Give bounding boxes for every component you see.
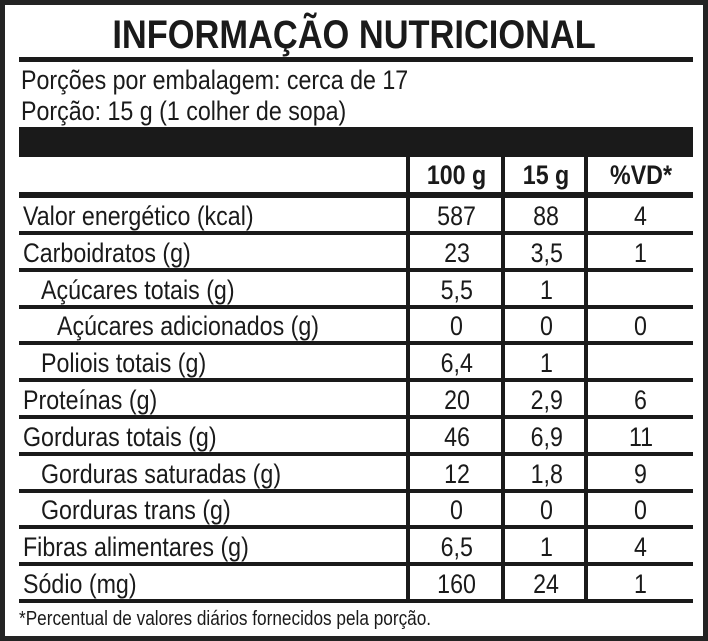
value-dv bbox=[589, 345, 693, 378]
value-dv: 0 bbox=[634, 495, 648, 526]
row-divider bbox=[19, 304, 693, 309]
value-portion: 1 bbox=[540, 348, 553, 379]
label-title: INFORMAÇÃO NUTRICIONAL bbox=[5, 11, 703, 59]
servings-per-package: Porções por embalagem: cerca de 17 bbox=[21, 65, 471, 95]
value-portion: 0 bbox=[540, 311, 553, 342]
nutrient-name: Gorduras trans (g) bbox=[41, 495, 231, 526]
row-divider bbox=[19, 267, 693, 272]
value-portion: 1 bbox=[540, 532, 553, 563]
title-text: INFORMAÇÃO NUTRICIONAL bbox=[112, 13, 596, 57]
table-row: Açúcares adicionados (g) 0 0 0 bbox=[19, 308, 693, 345]
footnote-text: *Percentual de valores diários fornecido… bbox=[19, 608, 432, 630]
value-100g: 46 bbox=[444, 421, 470, 452]
value-100g: 587 bbox=[437, 201, 477, 231]
table-row: Açúcares totais (g) 5,5 1 bbox=[19, 272, 693, 309]
divider bbox=[19, 57, 693, 62]
value-dv: 4 bbox=[634, 201, 648, 231]
value-portion: 3,5 bbox=[530, 237, 563, 268]
column-divider bbox=[406, 157, 410, 600]
value-100g: 6,5 bbox=[440, 532, 474, 563]
value-100g: 160 bbox=[437, 569, 477, 599]
row-divider bbox=[19, 488, 693, 493]
row-divider bbox=[19, 525, 693, 530]
footnote: *Percentual de valores diários fornecido… bbox=[19, 605, 498, 633]
value-100g: 23 bbox=[444, 237, 470, 268]
row-divider bbox=[19, 341, 693, 346]
row-divider bbox=[19, 599, 693, 603]
black-bar bbox=[19, 130, 693, 157]
value-dv: 1 bbox=[634, 569, 648, 599]
row-divider bbox=[19, 378, 693, 383]
table-row: Sódio (mg) 160 24 1 bbox=[19, 566, 693, 603]
table-row: Fibras alimentares (g) 6,5 1 4 bbox=[19, 529, 693, 566]
column-header-dv: %VD* bbox=[610, 160, 672, 190]
nutrient-name: Açúcares totais (g) bbox=[41, 274, 235, 305]
column-divider bbox=[501, 157, 505, 600]
table-row: Proteínas (g) 20 2,9 6 bbox=[19, 382, 693, 419]
value-100g: 12 bbox=[444, 458, 470, 489]
column-header-portion: 15 g bbox=[523, 160, 570, 190]
value-portion: 6,9 bbox=[530, 421, 563, 452]
table-row: Valor energético (kcal) 587 88 4 bbox=[19, 198, 693, 235]
row-divider bbox=[19, 415, 693, 419]
table-header-row: 100 g 15 g %VD* bbox=[19, 157, 693, 194]
divider bbox=[19, 192, 693, 198]
value-100g: 5,5 bbox=[440, 274, 474, 305]
nutrient-name: Fibras alimentares (g) bbox=[23, 532, 249, 563]
value-100g: 0 bbox=[450, 311, 464, 342]
value-dv: 9 bbox=[634, 458, 648, 489]
value-dv: 6 bbox=[634, 385, 648, 415]
nutrient-name: Gorduras saturadas (g) bbox=[41, 458, 282, 489]
value-portion: 0 bbox=[540, 495, 553, 526]
nutrient-name: Sódio (mg) bbox=[23, 569, 137, 599]
value-100g: 20 bbox=[444, 385, 470, 415]
value-100g: 0 bbox=[450, 495, 464, 526]
column-header-100g: 100 g bbox=[427, 160, 487, 190]
table-row: Gorduras totais (g) 46 6,9 11 bbox=[19, 419, 693, 456]
serving-size: Porção: 15 g (1 colher de sopa) bbox=[21, 96, 399, 126]
value-portion: 1 bbox=[540, 274, 553, 305]
value-dv: 0 bbox=[634, 311, 648, 342]
nutrient-name: Carboidratos (g) bbox=[23, 237, 191, 268]
serving-size-text: Porção: 15 g (1 colher de sopa) bbox=[21, 96, 347, 126]
nutrient-name: Gorduras totais (g) bbox=[23, 421, 217, 452]
table-row: Poliois totais (g) 6,4 1 bbox=[19, 345, 693, 382]
servings-text: Porções por embalagem: cerca de 17 bbox=[21, 65, 409, 95]
nutrient-name: Valor energético (kcal) bbox=[23, 201, 254, 231]
row-divider bbox=[19, 231, 693, 235]
value-portion: 24 bbox=[533, 569, 560, 599]
value-portion: 88 bbox=[533, 201, 560, 231]
row-divider bbox=[19, 562, 693, 567]
table-row: Gorduras trans (g) 0 0 0 bbox=[19, 492, 693, 529]
value-dv: 4 bbox=[634, 532, 648, 563]
nutrient-name: Proteínas (g) bbox=[23, 385, 158, 415]
nutrient-name: Açúcares adicionados (g) bbox=[57, 311, 320, 342]
column-divider bbox=[584, 157, 588, 600]
value-dv: 11 bbox=[628, 421, 654, 452]
nutrient-name: Poliois totais (g) bbox=[41, 348, 207, 379]
row-divider bbox=[19, 451, 693, 456]
value-dv: 1 bbox=[634, 237, 648, 268]
value-100g: 6,4 bbox=[440, 348, 474, 379]
value-portion: 2,9 bbox=[530, 385, 563, 415]
table-row: Carboidratos (g) 23 3,5 1 bbox=[19, 235, 693, 272]
value-dv bbox=[589, 272, 693, 305]
divider bbox=[19, 127, 693, 130]
value-portion: 1,8 bbox=[530, 458, 563, 489]
table-row: Gorduras saturadas (g) 12 1,8 9 bbox=[19, 456, 693, 493]
